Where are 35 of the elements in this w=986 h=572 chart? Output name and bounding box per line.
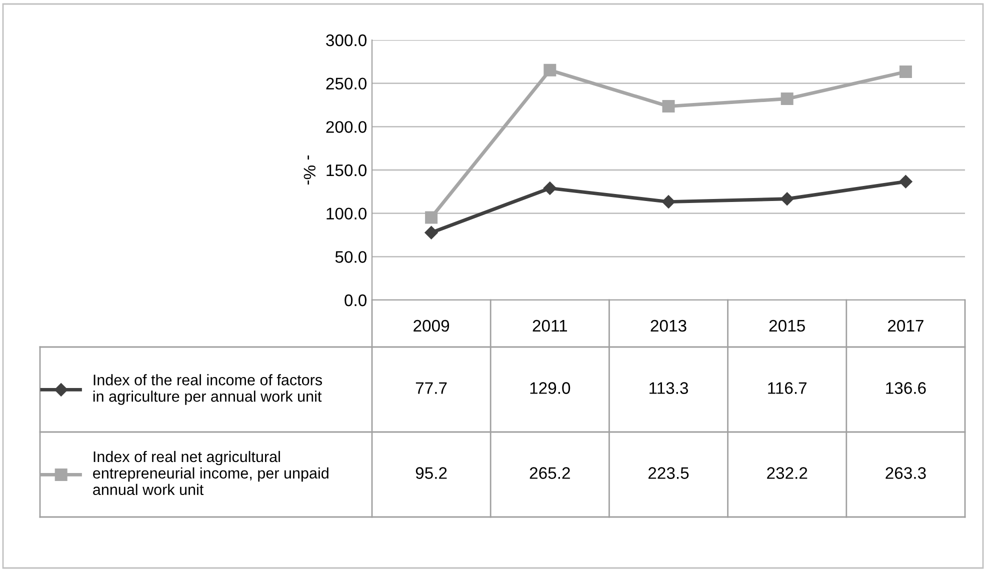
data-label: 113.3 [650,382,688,394]
data-label: 223.5 [648,467,689,479]
point [424,226,438,240]
data-label: 129.0 [530,382,570,394]
y-tick-label: 150.0 [326,164,366,176]
y-tick-label: 250.0 [326,78,366,90]
data-label: 116.7 [768,382,807,394]
y-tick-label: 50.0 [335,251,366,263]
x-tick-label: 2017 [888,320,924,332]
point [899,66,912,78]
y-tick-label: 200.0 [326,121,366,133]
legend-label: Index of the real income of factors in agriculture per annual work unit [93,374,322,405]
x-tick-label: 2009 [414,320,450,332]
point [780,92,794,106]
point [899,175,912,188]
y-tick-label: 100.0 [326,208,366,220]
legend-label: Index of real net agricultural entrepreneurial income, per unpaid annual work unit [93,450,328,496]
data-label: 136.6 [886,382,926,394]
point [544,64,556,76]
data-label: 263.3 [886,467,926,479]
data-label: 265.2 [530,467,570,479]
point [543,182,556,195]
x-tick-label: 2013 [650,320,686,332]
data-label: 232.2 [767,467,808,479]
point [780,192,794,206]
data-label: 95.2 [416,467,447,479]
x-tick-label: 2015 [769,320,805,332]
point [662,100,675,113]
x-tick-label: 2011 [532,320,568,332]
y-axis-title: - %- [304,155,316,185]
point [662,195,676,208]
data-label: 77.7 [416,382,447,394]
point [425,211,438,224]
y-tick-label: 300.0 [326,34,366,46]
y-tick-label: 0.0 [344,294,366,306]
